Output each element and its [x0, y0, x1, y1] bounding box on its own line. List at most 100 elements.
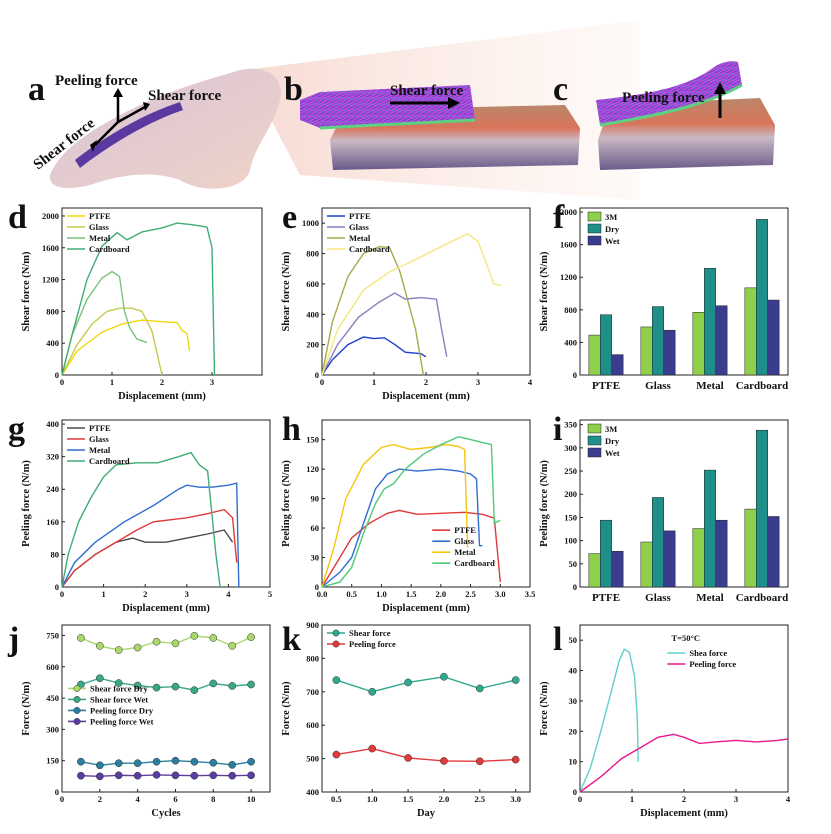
panel-label-e: e [282, 199, 297, 236]
legend-label: Cardboard [454, 558, 495, 568]
peeling-arrowhead-c [714, 82, 726, 94]
x-axis-label: Cycles [151, 808, 180, 819]
y-tick-label: 600 [306, 279, 319, 289]
series-line [321, 435, 501, 588]
y-tick-label: 50 [569, 559, 578, 569]
x-tick-label: 1.0 [376, 589, 387, 599]
series-line [61, 482, 240, 588]
data-point [77, 634, 85, 642]
data-point [209, 771, 218, 780]
data-point [133, 681, 142, 690]
bar [756, 429, 768, 588]
legend-label: Peeling force [689, 659, 736, 669]
x-tick-label: 1 [101, 589, 105, 599]
y-tick-label: 450 [46, 693, 59, 703]
y-tick-label: 0 [55, 787, 59, 797]
y-tick-label: 0 [573, 370, 577, 380]
legend-marker [332, 629, 340, 637]
y-axis-label: Shear force (N/m) [539, 251, 550, 332]
y-axis-label: Force (N/m) [281, 681, 292, 736]
y-axis-label: Peeling force (N/m) [539, 460, 550, 547]
legend-label: Metal [349, 233, 371, 243]
x-tick-label: 0 [60, 377, 64, 387]
x-tick-label: 1 [372, 377, 376, 387]
legend-label: PTFE [349, 211, 371, 221]
plot-frame [321, 419, 531, 588]
chart-f: 0 400 800 1200 1600 2000 Shear force (N/m) PTFE… [539, 207, 789, 392]
chart-k: 400 500 600 700 800 900 Force (N/m) 0.5 1.0 1.5 2.… [281, 620, 531, 819]
shear-label-a1: Shear force [148, 88, 222, 104]
panel-label-b: b [284, 71, 303, 108]
x-tick-label: 0 [578, 794, 582, 804]
series-line [80, 635, 252, 651]
bar [600, 314, 612, 376]
y-tick-label: 700 [306, 687, 319, 697]
x-tick-label: 1 [630, 794, 634, 804]
shear-arrow-a2 [94, 121, 119, 146]
x-tick-label: 2 [160, 377, 164, 387]
data-point [440, 757, 448, 765]
x-tick-label: 3.0 [510, 794, 521, 804]
y-tick-label: 1000 [302, 218, 319, 228]
category-label: Metal [696, 592, 723, 604]
plot-frame [61, 624, 271, 793]
x-tick-label: 10 [247, 794, 256, 804]
legend-label: Shear force Dry [90, 683, 149, 693]
legend-label: Cardboard [349, 244, 390, 254]
y-tick-label: 60 [311, 523, 320, 533]
legend-swatch [587, 235, 602, 246]
x-axis-label: Displacement (mm) [118, 391, 206, 402]
y-tick-label: 240 [46, 484, 59, 494]
legend-label: Wet [605, 448, 620, 458]
legend-label: Glass [89, 222, 110, 232]
series-line [321, 292, 448, 376]
series-line [321, 443, 469, 588]
y-tick-label: 80 [51, 549, 60, 559]
series-line [61, 319, 191, 376]
y-tick-label: 90 [311, 494, 320, 504]
data-point [440, 672, 448, 681]
legend-label: PTFE [89, 423, 111, 433]
data-point [228, 682, 237, 690]
x-axis-label: Displacement (mm) [640, 808, 728, 819]
data-point [368, 687, 377, 696]
bar [652, 497, 664, 588]
y-tick-label: 100 [564, 536, 577, 546]
x-tick-label: 2 [98, 794, 102, 804]
category-label: PTFE [592, 592, 620, 604]
panel-label-f: f [553, 199, 565, 236]
y-tick-label: 2000 [42, 211, 59, 221]
illustration-b: Shear force [300, 83, 580, 170]
y-tick-label: 800 [306, 653, 319, 663]
legend-label: Glass [349, 222, 370, 232]
y-tick-label: 0 [55, 370, 59, 380]
legend-swatch [587, 435, 602, 446]
y-tick-label: 150 [46, 756, 59, 766]
x-tick-label: 2 [424, 377, 428, 387]
legend-label: Dry [605, 436, 620, 446]
data-point [95, 642, 104, 650]
data-point [171, 756, 180, 765]
panel-label-g: g [8, 411, 25, 448]
data-point [152, 757, 161, 766]
data-point [171, 771, 180, 780]
legend-label: Glass [89, 434, 110, 444]
chart-h: 0 30 60 90 120 150 Peeling force (N/m) 0.0 0.5 1.… [281, 419, 536, 614]
panel-label-h: h [282, 411, 301, 448]
y-tick-label: 400 [306, 309, 319, 319]
data-point [209, 679, 218, 688]
x-tick-label: 0.5 [331, 794, 342, 804]
bar [692, 528, 705, 588]
x-tick-label: 1 [110, 377, 114, 387]
chart-g: 0 80 160 240 320 400 Peeling force (N/m) 0 1 2 3 4 5… [21, 419, 272, 614]
bar [704, 469, 716, 588]
legend-label: PTFE [89, 211, 111, 221]
data-point [190, 757, 199, 766]
x-tick-label: 3.5 [525, 589, 536, 599]
y-tick-label: 320 [46, 452, 59, 462]
panel-label-d: d [8, 199, 27, 236]
panel-label-j: j [7, 621, 19, 658]
legend-label: Shear force Wet [90, 694, 148, 704]
x-tick-label: 4 [786, 794, 791, 804]
peeling-label-c: Peeling force [622, 90, 705, 106]
